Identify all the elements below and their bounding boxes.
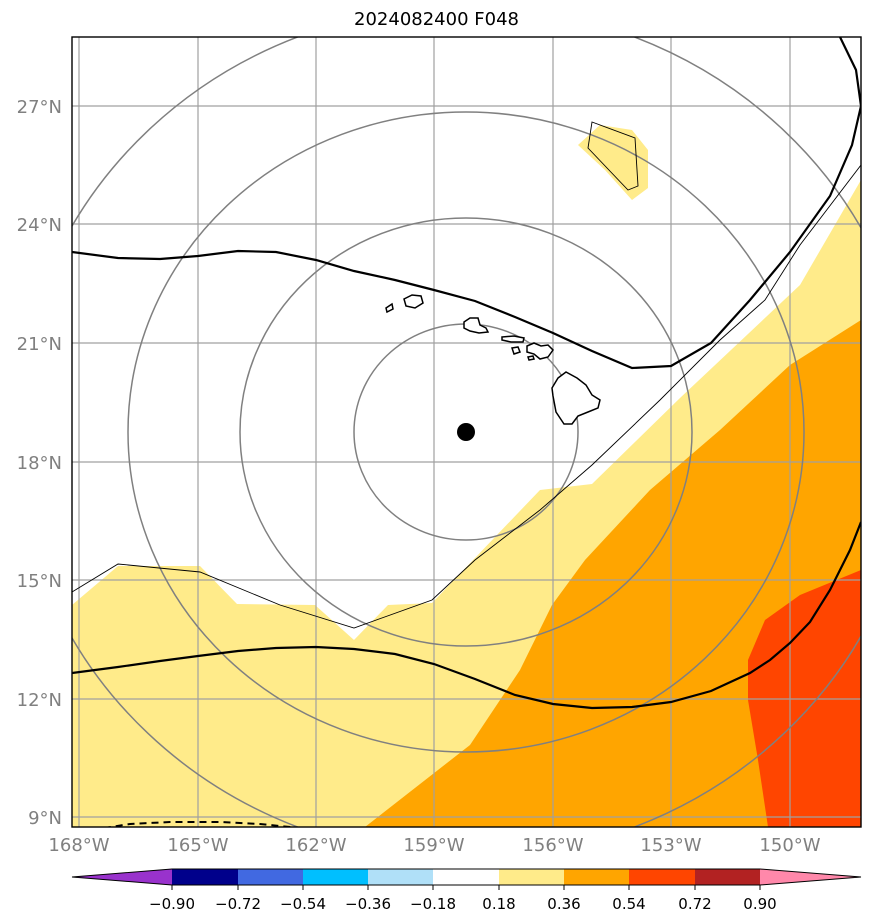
lon-label-150: 150°W: [759, 835, 820, 856]
colorbar-bin-5: [433, 869, 499, 885]
thick-contour-north: [72, 37, 861, 370]
range-rings: [72, 37, 861, 827]
colorbar-ticks: [171, 885, 761, 890]
island-kauai: [403, 294, 424, 309]
colorbar-bin-3: [303, 869, 368, 885]
thick-contour-layer: [72, 37, 861, 710]
lat-label-24: 24°N: [17, 215, 62, 236]
anomaly-region-0-18-0-36-small: [578, 125, 648, 200]
lon-label-165: 165°W: [167, 835, 228, 856]
thin-contour-small: [587, 121, 639, 191]
lon-labels: 168°W 165°W 162°W 159°W 156°W 153°W 150°…: [48, 835, 820, 856]
thin-contour-main: [72, 164, 861, 629]
lon-label-162: 162°W: [285, 835, 346, 856]
colorbar-tick-label: −0.54: [280, 895, 326, 913]
island-molokai: [501, 335, 525, 343]
colorbar-tick-label: 0.36: [547, 895, 580, 913]
anomaly-region-0-36-0-54: [365, 320, 861, 827]
thin-contour-layer: [72, 121, 861, 629]
colorbar-bin-4: [368, 869, 433, 885]
colorbar-bin-1: [172, 869, 238, 885]
anomaly-fill-layer: [72, 125, 861, 827]
lat-label-15: 15°N: [17, 571, 62, 592]
colorbar-tick-label: −0.18: [410, 895, 456, 913]
island-oahu: [463, 317, 490, 334]
lon-label-153: 153°W: [640, 835, 701, 856]
lon-label-168: 168°W: [48, 835, 109, 856]
lon-label-159: 159°W: [403, 835, 464, 856]
colorbar: −0.90 −0.72 −0.54 −0.36 −0.18 0.18 0.36 …: [71, 868, 862, 913]
map-frame: [71, 36, 862, 828]
lat-label-9: 9°N: [28, 808, 62, 829]
colorbar-tick-labels: −0.90 −0.72 −0.54 −0.36 −0.18 0.18 0.36 …: [149, 895, 777, 913]
lat-label-12: 12°N: [17, 690, 62, 711]
colorbar-bin-9: [695, 869, 760, 885]
colorbar-tick-label: −0.36: [345, 895, 391, 913]
island-maui: [526, 342, 554, 360]
colorbar-tick-label: −0.72: [215, 895, 261, 913]
colorbar-tick-label: 0.18: [482, 895, 515, 913]
island-niihau: [385, 302, 394, 314]
colorbar-bin-0: [72, 869, 172, 885]
colorbar-bin-6: [499, 869, 564, 885]
lat-label-21: 21°N: [17, 334, 62, 355]
lat-label-18: 18°N: [17, 453, 62, 474]
lat-label-27: 27°N: [17, 97, 62, 118]
map-title: 2024082400 F048: [354, 9, 519, 30]
colorbar-tick-label: 0.72: [678, 895, 711, 913]
island-kahoolawe: [527, 355, 535, 361]
storm-center-marker: [457, 423, 475, 441]
island-lanai: [511, 346, 521, 355]
graticule: [72, 37, 861, 827]
lat-labels: 27°N 24°N 21°N 18°N 15°N 12°N 9°N: [17, 97, 62, 829]
colorbar-tick-label: 0.90: [743, 895, 776, 913]
lon-label-156: 156°W: [522, 835, 583, 856]
colorbar-bin-2: [238, 869, 303, 885]
colorbar-tick-label: −0.90: [149, 895, 195, 913]
colorbar-tick-label: 0.54: [612, 895, 645, 913]
range-ring-3: [127, 111, 805, 753]
coastline-layer: [385, 294, 601, 425]
thick-contour-south: [72, 521, 861, 710]
island-hawaii: [551, 371, 601, 425]
range-ring-2: [239, 217, 693, 647]
colorbar-bin-10: [760, 869, 861, 885]
colorbar-bin-7: [564, 869, 629, 885]
colorbar-bin-8: [629, 869, 695, 885]
